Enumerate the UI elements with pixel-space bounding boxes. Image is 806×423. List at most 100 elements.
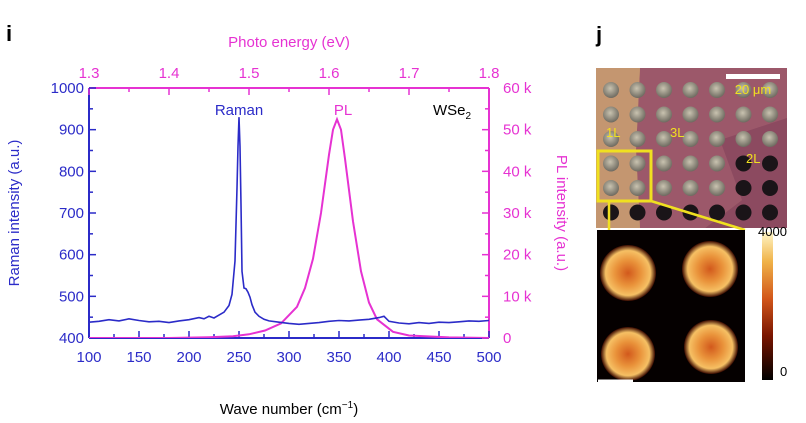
- y-tick-label: 600: [59, 247, 84, 264]
- plot-area: [89, 116, 489, 338]
- hole: [629, 106, 646, 123]
- hole: [603, 131, 619, 147]
- hole: [656, 204, 672, 221]
- axis-ticks: [88, 87, 490, 339]
- x-tick-label: 200: [176, 349, 201, 366]
- y-tick-label: 800: [59, 163, 84, 180]
- raman-series-line: [89, 117, 489, 326]
- panel-label-i: i: [6, 21, 12, 46]
- x2-tick-label: 1.4: [159, 65, 180, 82]
- hole: [709, 131, 725, 147]
- pl-map-dot-bottom-right: [684, 320, 738, 374]
- pl-map-dot-top-right: [682, 241, 738, 297]
- hole: [735, 204, 752, 221]
- x-tick-label: 150: [126, 349, 151, 366]
- y-axis-title: Raman intensity (a.u.): [6, 140, 23, 287]
- x-tick-label: 500: [476, 349, 501, 366]
- layer-label-3l: 3L: [670, 125, 684, 140]
- y-tick-label: 700: [59, 205, 84, 222]
- hole: [682, 155, 699, 172]
- scale-bar-label: 20 μm: [735, 82, 771, 97]
- hole: [709, 180, 725, 196]
- x-tick-label: 250: [226, 349, 251, 366]
- x2-axis-title: Photo energy (eV): [228, 34, 350, 51]
- y-tick-label: 900: [59, 122, 84, 139]
- hole: [735, 82, 752, 98]
- pl-series-line: [89, 116, 489, 338]
- x-tick-label: 300: [276, 349, 301, 366]
- x2-tick-label: 1.6: [319, 65, 340, 82]
- pl-map-dot-top-left: [600, 245, 656, 301]
- zoom-connector-right: [650, 199, 746, 232]
- y2-tick-label: 40 k: [503, 163, 532, 180]
- hole: [709, 82, 725, 98]
- hole: [762, 106, 778, 123]
- colorbar-max-label: 4000: [758, 224, 787, 239]
- x2-tick-label: 1.7: [399, 65, 420, 82]
- hole: [735, 106, 752, 123]
- layer-label-1l: 1L: [606, 125, 620, 140]
- x2-tick-label: 1.5: [239, 65, 260, 82]
- plot-frame: [88, 87, 490, 339]
- hole: [603, 82, 619, 98]
- hole: [629, 82, 646, 98]
- hole: [629, 204, 646, 221]
- hole: [603, 155, 619, 172]
- hole: [762, 82, 778, 98]
- y-tick-label: 1000: [51, 80, 84, 97]
- colorbar-min-label: 0: [780, 364, 787, 379]
- hole: [735, 155, 752, 172]
- hole: [709, 155, 725, 172]
- colorbar: [762, 232, 773, 380]
- x-axis-title: Wave number (cm−1): [220, 400, 358, 418]
- raman-series-label: Raman: [215, 102, 263, 119]
- hole: [629, 131, 646, 147]
- hole: [762, 131, 778, 147]
- panel-label-j: j: [595, 22, 602, 47]
- y2-axis-title: PL intensity (a.u.): [553, 155, 570, 271]
- y-tick-label: 400: [59, 330, 84, 347]
- layer-label-2l: 2L: [746, 151, 760, 166]
- y-tick-label: 500: [59, 288, 84, 305]
- x2-tick-label: 1.3: [79, 65, 100, 82]
- hole: [762, 180, 778, 196]
- x2-tick-label: 1.8: [479, 65, 500, 82]
- hole: [709, 106, 725, 123]
- hole: [656, 82, 672, 98]
- zoom-region-box: [596, 149, 653, 203]
- x-tick-label: 450: [426, 349, 451, 366]
- hole: [682, 106, 699, 123]
- hole: [656, 131, 672, 147]
- y2-tick-label: 10 k: [503, 288, 532, 305]
- hole: [682, 82, 699, 98]
- hole-array: [603, 82, 778, 221]
- hole: [735, 180, 752, 196]
- axis-tick-labels: 100 150 200 250 300 350 400 450 500 1.3 1.4 1.5 1.6 1…: [51, 65, 532, 366]
- y2-tick-label: 0: [503, 330, 511, 347]
- y2-tick-label: 20 k: [503, 247, 532, 264]
- hole: [735, 131, 752, 147]
- hole: [682, 131, 699, 147]
- material-annotation: WSe2: [433, 102, 472, 122]
- x-tick-label: 100: [76, 349, 101, 366]
- hole: [656, 155, 672, 172]
- hole: [656, 106, 672, 123]
- pl-map-dot-bottom-left: [601, 327, 655, 381]
- pl-series-label: PL: [334, 102, 352, 119]
- scale-bar: [726, 74, 780, 79]
- y2-tick-label: 50 k: [503, 122, 532, 139]
- hole: [629, 180, 646, 196]
- hole: [603, 106, 619, 123]
- hole: [682, 180, 699, 196]
- x-tick-label: 400: [376, 349, 401, 366]
- hole: [629, 155, 646, 172]
- y2-tick-label: 60 k: [503, 80, 532, 97]
- hole: [762, 155, 778, 172]
- hole: [709, 204, 725, 221]
- optical-micrograph: 20 μm 1L 3L 2L: [596, 68, 787, 232]
- hole: [762, 204, 778, 221]
- y2-tick-label: 30 k: [503, 205, 532, 222]
- x-tick-label: 350: [326, 349, 351, 366]
- hole: [603, 204, 619, 221]
